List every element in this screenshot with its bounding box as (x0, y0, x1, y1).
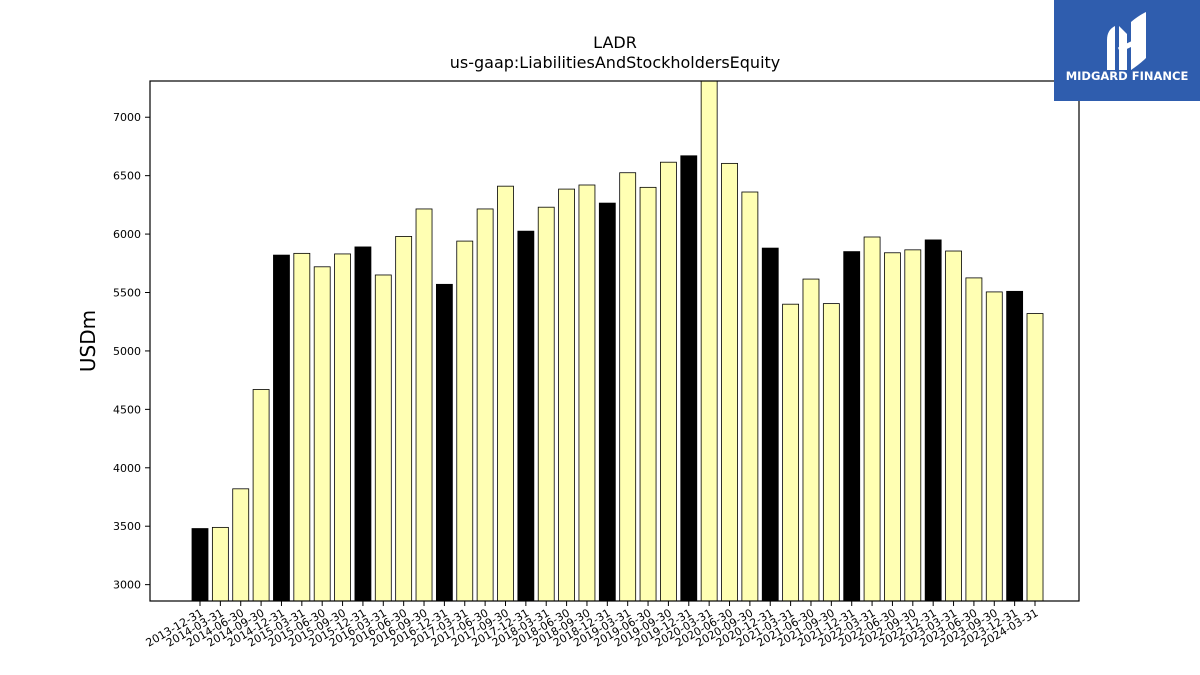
bar-2016-12-31 (435, 283, 453, 602)
bar-2018-12-31 (598, 202, 616, 602)
midgard-finance-logo: MIDGARD FINANCE (1054, 0, 1200, 101)
bar-2017-06-30 (476, 208, 494, 602)
y-tick-label: 3000 (113, 579, 141, 592)
y-tick-label: 5000 (113, 345, 141, 358)
bar-2024-03-31 (1026, 313, 1044, 602)
x-axis-ticks: 2013-12-312014-03-312014-06-302014-09-30… (144, 601, 1041, 650)
bar-2014-03-31 (211, 526, 229, 602)
bar-2021-06-30 (802, 278, 820, 602)
bar-2019-12-31 (680, 155, 698, 602)
bar-2021-03-31 (782, 303, 800, 602)
bar-2014-09-30 (252, 389, 270, 602)
bar-2022-12-31 (924, 239, 942, 602)
y-tick-label: 7000 (113, 111, 141, 124)
bar-2013-12-31 (191, 528, 209, 602)
bar-2020-09-30 (741, 191, 759, 602)
bar-2019-06-30 (639, 186, 657, 602)
bar-2015-06-30 (313, 266, 331, 602)
y-axis-label: USDm (76, 310, 100, 372)
logo-brand-text: MIDGARD FINANCE (1066, 69, 1189, 83)
bar-2023-03-31 (945, 250, 962, 602)
bar-2020-03-31 (700, 80, 718, 602)
bar-2022-06-30 (884, 252, 901, 602)
bar-2017-12-31 (517, 230, 535, 602)
bar-2014-06-30 (232, 488, 250, 602)
bar-2022-03-31 (863, 236, 881, 602)
bar-2023-09-30 (985, 291, 1003, 602)
bar-2019-03-31 (619, 172, 637, 602)
bar-2016-09-30 (415, 208, 433, 602)
bar-2023-06-30 (965, 277, 983, 602)
bar-2022-09-30 (904, 249, 922, 602)
bar-2017-03-31 (456, 240, 474, 602)
bar-2014-12-31 (273, 254, 290, 602)
plot-area-frame (149, 80, 1080, 602)
bar-2020-12-31 (761, 247, 779, 602)
bar-2018-03-31 (537, 206, 555, 602)
y-axis-ticks: 3000 3500 4000 4500 5000 5500 6000 6500 7000 (113, 111, 150, 592)
bar-2018-09-30 (578, 184, 596, 602)
bar-2021-12-31 (843, 251, 861, 602)
y-tick-label: 6500 (113, 170, 141, 183)
bars-group (191, 80, 1044, 602)
bar-2016-03-31 (374, 274, 392, 602)
bar-2015-09-30 (334, 253, 351, 602)
bar-2015-03-31 (293, 252, 311, 602)
y-tick-label: 4500 (113, 403, 141, 416)
chart-title: LADR (593, 33, 637, 52)
y-tick-label: 5500 (113, 287, 141, 300)
y-tick-label: 3500 (113, 520, 141, 533)
bar-2023-12-31 (1006, 290, 1024, 602)
y-tick-label: 4000 (113, 462, 141, 475)
midgard-m-logo-icon (1107, 12, 1146, 70)
bar-2017-09-30 (497, 185, 514, 602)
y-tick-label: 6000 (113, 228, 141, 241)
chart-subtitle: us-gaap:LiabilitiesAndStockholdersEquity (450, 53, 781, 72)
bar-2015-12-31 (354, 246, 372, 602)
bar-2016-06-30 (395, 236, 413, 602)
bar-2018-06-30 (558, 188, 575, 602)
bar-2019-09-30 (660, 161, 677, 602)
bar-2021-09-30 (822, 303, 840, 602)
bar-2020-06-30 (721, 162, 738, 602)
